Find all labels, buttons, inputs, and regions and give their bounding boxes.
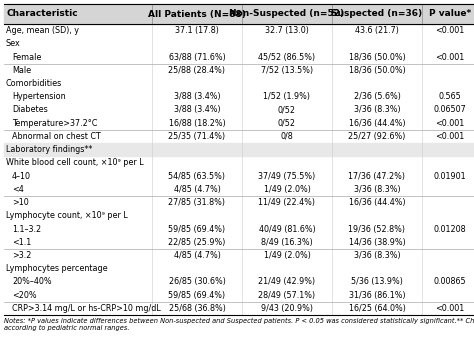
Text: <0.001: <0.001 [436,53,465,62]
Text: 14/36 (38.9%): 14/36 (38.9%) [348,238,405,247]
Text: Temperature>37.2°C: Temperature>37.2°C [12,119,97,128]
Text: 8/49 (16.3%): 8/49 (16.3%) [261,238,313,247]
Text: 59/85 (69.4%): 59/85 (69.4%) [168,224,226,234]
Text: Male: Male [12,66,31,75]
Text: 3/88 (3.4%): 3/88 (3.4%) [173,92,220,101]
Text: 26/85 (30.6%): 26/85 (30.6%) [169,277,226,286]
Text: 0.00865: 0.00865 [434,277,466,286]
Text: 3/36 (8.3%): 3/36 (8.3%) [354,185,401,194]
Text: 1/49 (2.0%): 1/49 (2.0%) [264,251,310,260]
Text: >3.2: >3.2 [12,251,31,260]
Text: Characteristic: Characteristic [7,9,79,19]
Text: 3/36 (8.3%): 3/36 (8.3%) [354,105,401,115]
Text: <0.001: <0.001 [436,119,465,128]
Text: 9/43 (20.9%): 9/43 (20.9%) [261,304,313,313]
Text: 32.7 (13.0): 32.7 (13.0) [265,26,309,35]
Text: 18/36 (50.0%): 18/36 (50.0%) [348,66,405,75]
Text: 54/85 (63.5%): 54/85 (63.5%) [168,172,226,181]
Text: 45/52 (86.5%): 45/52 (86.5%) [258,53,316,62]
Text: 21/49 (42.9%): 21/49 (42.9%) [258,277,316,286]
Text: 22/85 (25.9%): 22/85 (25.9%) [168,238,226,247]
Text: 37/49 (75.5%): 37/49 (75.5%) [258,172,316,181]
Text: according to pediatric normal ranges.: according to pediatric normal ranges. [4,325,129,331]
Text: <0.001: <0.001 [436,304,465,313]
Text: 0/52: 0/52 [278,119,296,128]
Text: 0.06507: 0.06507 [434,105,466,115]
Text: 16/88 (18.2%): 16/88 (18.2%) [169,119,225,128]
Text: >10: >10 [12,198,29,207]
Text: 0.565: 0.565 [438,92,461,101]
Text: Laboratory findings**: Laboratory findings** [6,145,92,154]
Text: Suspected (n=36): Suspected (n=36) [331,9,422,19]
Text: <0.001: <0.001 [436,26,465,35]
Text: 19/36 (52.8%): 19/36 (52.8%) [348,224,405,234]
Text: 0.01901: 0.01901 [434,172,466,181]
Text: 37.1 (17.8): 37.1 (17.8) [175,26,219,35]
Text: Age, mean (SD), y: Age, mean (SD), y [6,26,79,35]
Text: 4/85 (4.7%): 4/85 (4.7%) [173,185,220,194]
Text: 1/52 (1.9%): 1/52 (1.9%) [264,92,310,101]
Text: 2/36 (5.6%): 2/36 (5.6%) [354,92,401,101]
Text: P value*: P value* [429,9,471,19]
Text: Hypertension: Hypertension [12,92,65,101]
Text: Abnormal on chest CT: Abnormal on chest CT [12,132,101,141]
Text: 4–10: 4–10 [12,172,31,181]
Bar [4,4,474,24]
Text: Comorbidities: Comorbidities [6,79,62,88]
Text: 28/49 (57.1%): 28/49 (57.1%) [258,290,316,300]
Text: 59/85 (69.4%): 59/85 (69.4%) [168,290,226,300]
Text: 1.1–3.2: 1.1–3.2 [12,224,41,234]
Text: 25/88 (28.4%): 25/88 (28.4%) [168,66,226,75]
Text: 25/27 (92.6%): 25/27 (92.6%) [348,132,406,141]
Text: Diabetes: Diabetes [12,105,48,115]
Text: All Patients (N=88): All Patients (N=88) [148,9,246,19]
Text: Female: Female [12,53,41,62]
Text: 0/8: 0/8 [281,132,293,141]
Text: 25/35 (71.4%): 25/35 (71.4%) [168,132,226,141]
Text: <1.1: <1.1 [12,238,31,247]
Text: 5/36 (13.9%): 5/36 (13.9%) [351,277,403,286]
Text: 43.6 (21.7): 43.6 (21.7) [355,26,399,35]
Text: 27/85 (31.8%): 27/85 (31.8%) [168,198,226,207]
Text: 17/36 (47.2%): 17/36 (47.2%) [348,172,405,181]
Text: 0/52: 0/52 [278,105,296,115]
Text: CRP>3.14 mg/L or hs-CRP>10 mg/dL: CRP>3.14 mg/L or hs-CRP>10 mg/dL [12,304,161,313]
Text: 63/88 (71.6%): 63/88 (71.6%) [169,53,225,62]
Text: 7/52 (13.5%): 7/52 (13.5%) [261,66,313,75]
Text: Lymphocytes percentage: Lymphocytes percentage [6,264,108,273]
Text: 40/49 (81.6%): 40/49 (81.6%) [259,224,315,234]
Text: <20%: <20% [12,290,36,300]
Text: 3/36 (8.3%): 3/36 (8.3%) [354,251,401,260]
Text: 11/49 (22.4%): 11/49 (22.4%) [258,198,316,207]
Text: <0.001: <0.001 [436,132,465,141]
Text: Notes: *P values indicate differences between Non-suspected and Suspected patien: Notes: *P values indicate differences be… [4,318,474,324]
Text: 1/49 (2.0%): 1/49 (2.0%) [264,185,310,194]
Text: <4: <4 [12,185,24,194]
Text: Lymphocyte count, ×10⁹ per L: Lymphocyte count, ×10⁹ per L [6,211,128,220]
Text: 25/68 (36.8%): 25/68 (36.8%) [169,304,226,313]
Text: White blood cell count, ×10⁹ per L: White blood cell count, ×10⁹ per L [6,158,144,167]
Text: Sex: Sex [6,39,21,48]
Text: 4/85 (4.7%): 4/85 (4.7%) [173,251,220,260]
Bar [4,143,474,156]
Text: 18/36 (50.0%): 18/36 (50.0%) [348,53,405,62]
Text: 16/36 (44.4%): 16/36 (44.4%) [349,119,405,128]
Text: 16/36 (44.4%): 16/36 (44.4%) [349,198,405,207]
Text: 31/36 (86.1%): 31/36 (86.1%) [349,290,405,300]
Text: 16/25 (64.0%): 16/25 (64.0%) [348,304,405,313]
Text: 3/88 (3.4%): 3/88 (3.4%) [173,105,220,115]
Text: Non-Suspected (n=52): Non-Suspected (n=52) [229,9,345,19]
Text: 20%–40%: 20%–40% [12,277,52,286]
Text: 0.01208: 0.01208 [434,224,466,234]
